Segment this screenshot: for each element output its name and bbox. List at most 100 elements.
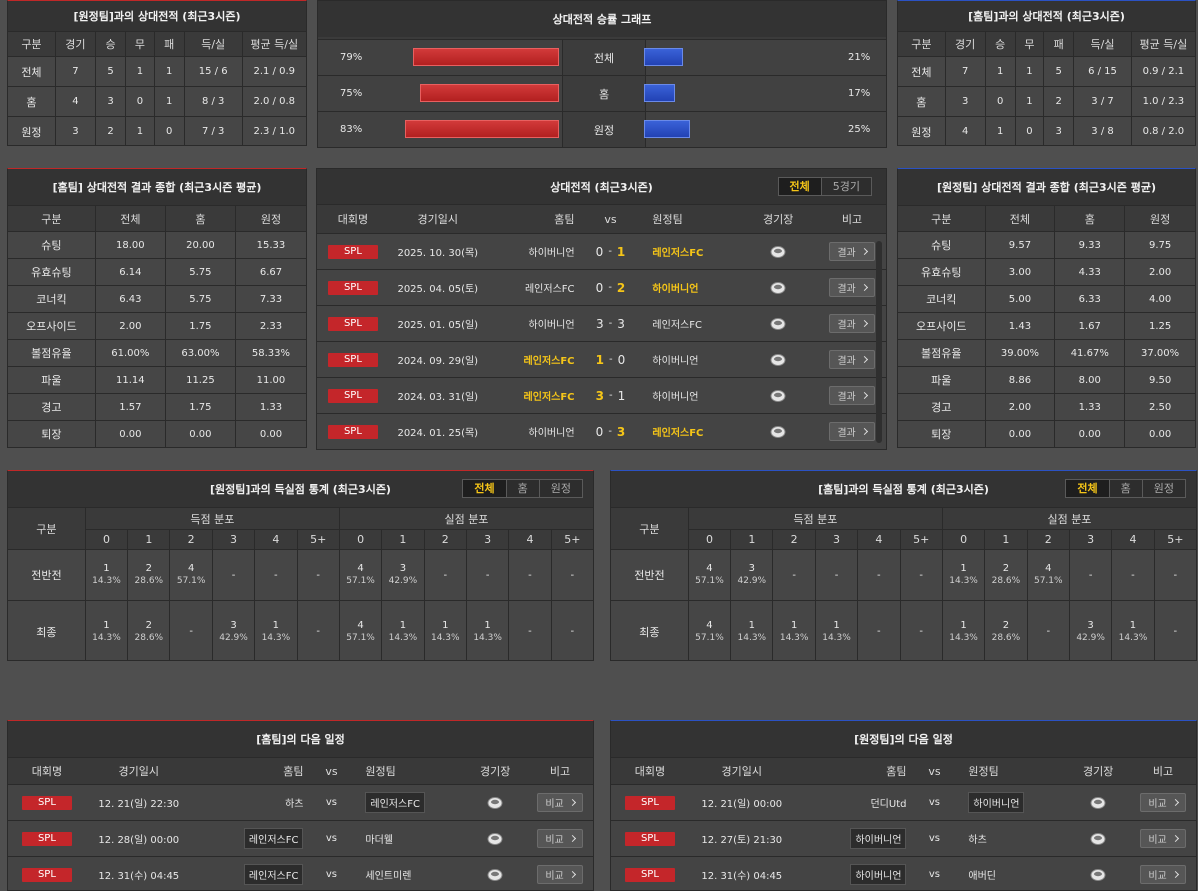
goal-cell: 4 57.1% <box>339 550 382 600</box>
cell: 1.67 <box>1055 313 1125 339</box>
goal-cell: 2 28.6% <box>128 601 170 660</box>
stadium-cell <box>463 785 527 820</box>
result-button[interactable]: 결과 <box>829 242 875 261</box>
compare-button[interactable]: 비교 <box>537 865 583 884</box>
compare-button[interactable]: 비교 <box>1140 865 1186 884</box>
column-header: 경기일시 <box>118 765 159 778</box>
home-cell: 던디Utd <box>795 785 915 820</box>
cell: 3 <box>95 87 126 116</box>
goal-percent: 14.3% <box>949 576 978 586</box>
goal-count: 4 <box>357 563 364 574</box>
column-header-row: 대회명 경기일시 홈팀 vs 원정팀 경기장 비고 <box>317 204 886 234</box>
goal-cell: - <box>1154 550 1196 600</box>
away-score: 3 <box>616 424 626 439</box>
tab[interactable]: 원정 <box>1141 480 1185 497</box>
goal-cell: 2 28.6% <box>985 550 1027 600</box>
result-button[interactable]: 결과 <box>829 314 875 333</box>
panel-header: 상대전적 (최근3시즌) 전체 5경기 <box>317 169 886 204</box>
away-team: 하츠 <box>968 835 987 846</box>
tab[interactable]: 원정 <box>538 480 582 497</box>
score: 3-3 <box>583 306 639 341</box>
goal-count: 3 <box>1087 619 1094 631</box>
goal-header: 5+ <box>900 530 942 549</box>
panel-title: [원정팀]과의 상대전적 (최근3시즌) <box>73 10 241 23</box>
away-score: 0 <box>617 352 626 367</box>
compare-button[interactable]: 비교 <box>537 793 583 812</box>
tab[interactable]: 전체 <box>778 178 821 195</box>
result-button[interactable]: 결과 <box>829 350 875 369</box>
goal-count: 1 <box>1129 619 1137 631</box>
compare-button[interactable]: 비교 <box>1140 829 1186 848</box>
column-header: 경기장 <box>1082 765 1114 778</box>
cell: 9.33 <box>1055 232 1125 258</box>
stadium-inner <box>491 799 500 804</box>
tab[interactable]: 5경기 <box>820 178 871 195</box>
goal-cell: 1 14.3% <box>424 601 466 660</box>
home-team: 레인저스FC <box>523 392 575 403</box>
goal-percent: 28.6% <box>134 632 164 643</box>
result-button[interactable]: 결과 <box>829 386 875 405</box>
tab-group: 전체 홈 원정 <box>1065 479 1186 498</box>
goal-percent: 57.1% <box>346 632 375 643</box>
goal-cell: - <box>551 550 593 600</box>
away-team: 레인저스FC <box>652 248 704 259</box>
stadium-icon <box>770 317 786 330</box>
goal-header: 4 <box>255 530 297 549</box>
left-rate-label: 83% <box>340 124 363 135</box>
home-cell: 하이버니언 <box>795 857 915 890</box>
match-row: SPL 2024. 09. 29(일) 레인저스FC 1-0 하이버니언 결과 <box>317 342 886 378</box>
cell: 2.3 / 1.0 <box>242 117 306 145</box>
match-date: 2024. 01. 25(목) <box>397 428 479 439</box>
match-date: 12. 28(일) 00:00 <box>98 835 180 846</box>
button-cell: 결과 <box>818 378 886 413</box>
stadium-cell <box>1066 785 1130 820</box>
goal-count: 4 <box>1045 563 1052 574</box>
compare-button[interactable]: 비교 <box>537 829 583 848</box>
stadium-icon <box>487 868 503 881</box>
stadium-inner <box>1094 799 1103 804</box>
home-team: 레인저스FC <box>243 864 304 885</box>
tab[interactable]: 홈 <box>505 480 539 497</box>
home-cell: 하이버니언 <box>795 821 915 856</box>
cell: 1 <box>1015 57 1044 86</box>
column-header: 구분 <box>8 206 95 231</box>
cell: 0.00 <box>985 421 1055 447</box>
panel-header: [원정팀]과의 득실점 통계 (최근3시즌) 전체 홈 원정 <box>8 471 593 507</box>
tab[interactable]: 전체 <box>463 480 506 497</box>
cell: 1 <box>985 117 1015 145</box>
goal-percent: 28.6% <box>991 632 1021 643</box>
cell: 7 <box>55 57 95 86</box>
panel-title: [홈팀]의 다음 일정 <box>256 733 345 746</box>
match-date: 12. 21(일) 00:00 <box>701 799 783 810</box>
button-cell: 비교 <box>1130 821 1196 856</box>
column-header: 대회명 <box>634 765 666 778</box>
compare-button[interactable]: 비교 <box>1140 793 1186 812</box>
tab[interactable]: 전체 <box>1066 480 1109 497</box>
goal-percent: 57.1% <box>1033 576 1063 586</box>
tab[interactable]: 홈 <box>1108 480 1142 497</box>
away-score: 3 <box>617 316 625 331</box>
goal-stats-panel: [원정팀]과의 득실점 통계 (최근3시즌) 전체 홈 원정 구분 득점 분포 실점 분포 0… <box>7 470 594 661</box>
goal-header: 2 <box>773 530 815 549</box>
home-team: 던디Utd <box>870 799 907 810</box>
result-button[interactable]: 결과 <box>829 422 875 441</box>
goal-header: 3 <box>466 530 509 549</box>
stadium-inner <box>1094 835 1103 840</box>
away-cell: 마더웰 <box>351 821 463 856</box>
cell: 5.00 <box>985 286 1055 312</box>
cell: 0.00 <box>1055 421 1125 447</box>
column-header: 비고 <box>1152 765 1174 778</box>
versus: vs <box>325 833 337 844</box>
row-header: 구분 <box>611 508 688 549</box>
cell: 1 <box>1015 87 1044 116</box>
cell: 6.33 <box>1055 286 1125 312</box>
match-row: SPL 2025. 01. 05(일) 하이버니언 3-3 레인저스FC 결과 <box>317 306 886 342</box>
row-label: 홈 <box>562 76 646 111</box>
result-button[interactable]: 결과 <box>829 278 875 297</box>
cell: 2.00 <box>95 313 165 339</box>
home-score: 0 <box>595 244 604 259</box>
stadium-icon <box>1090 832 1106 845</box>
goal-cell: 2 28.6% <box>985 601 1027 660</box>
goal-percent: 14.3% <box>92 632 121 643</box>
away-cell: 세인트미렌 <box>351 857 463 890</box>
